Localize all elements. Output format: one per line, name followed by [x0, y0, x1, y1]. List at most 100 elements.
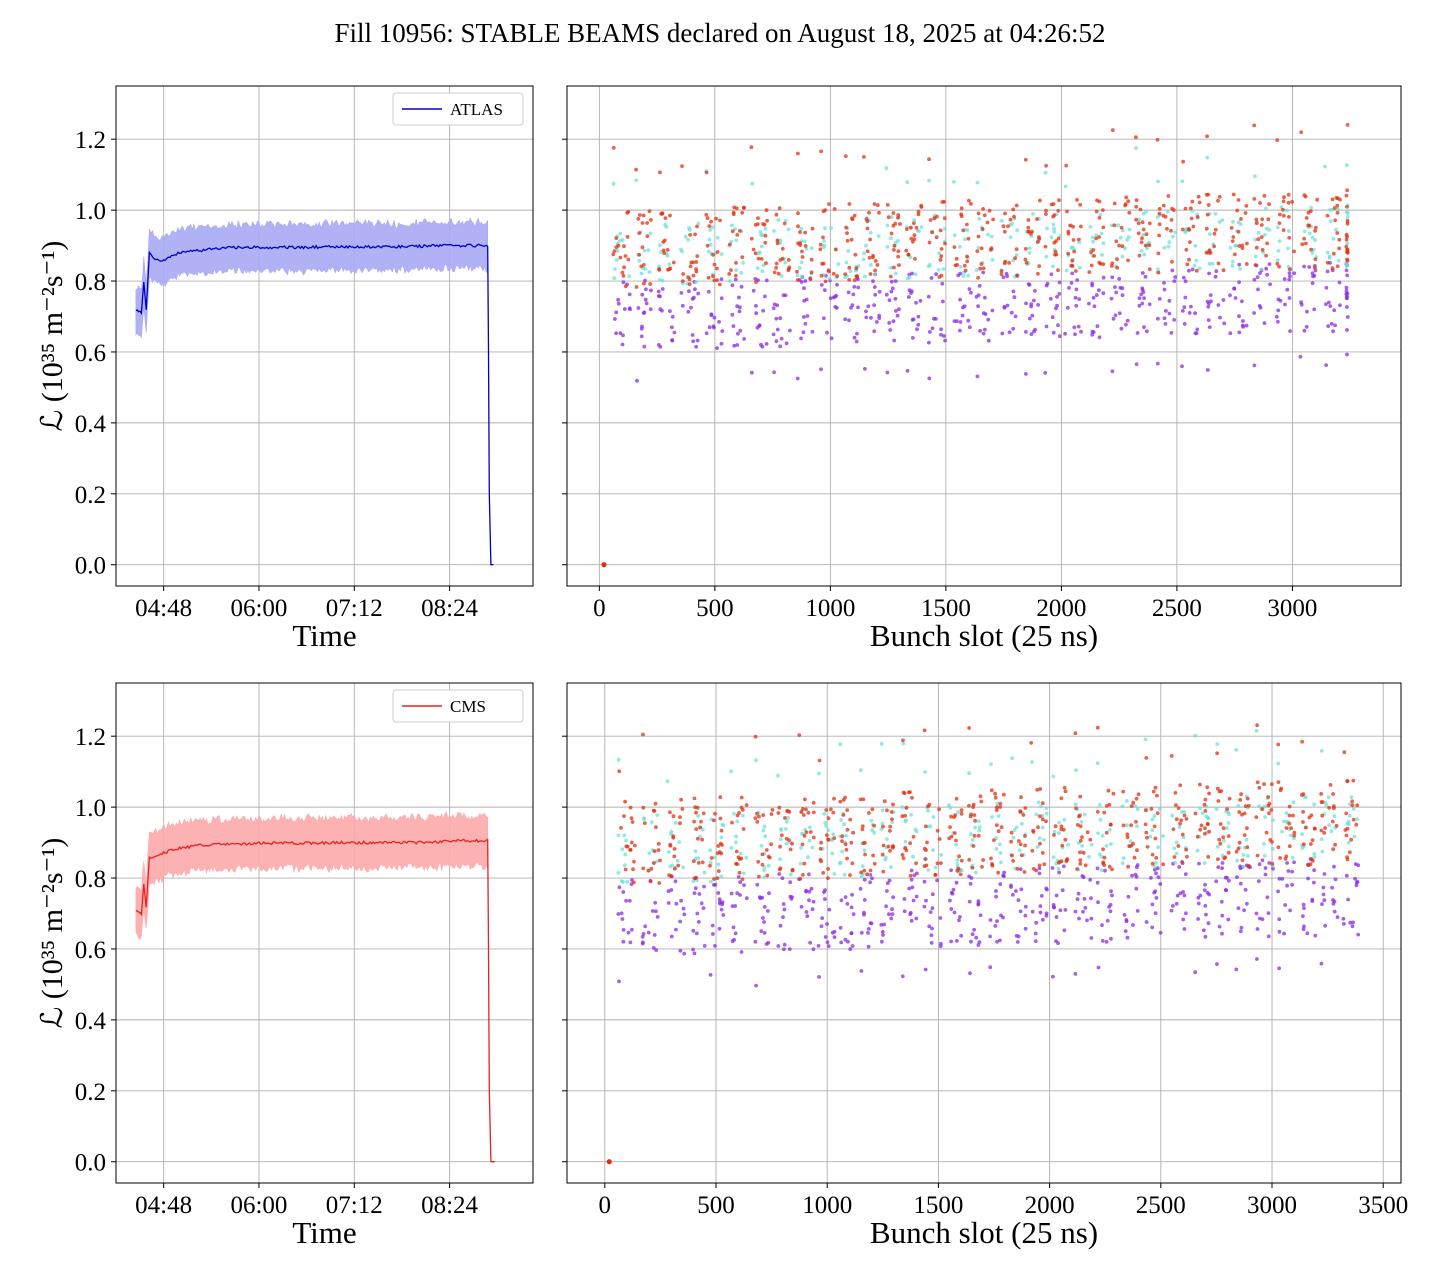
red-bunch-point [1195, 215, 1200, 219]
purple-bunch-point [869, 921, 874, 926]
red-bunch-point [803, 244, 808, 248]
purple-bunch-point [1266, 911, 1271, 915]
red-bunch-point [640, 221, 645, 225]
red-bunch-point [819, 273, 824, 278]
red-bunch-point [1147, 267, 1152, 272]
cyan-bunch-point [885, 837, 889, 841]
red-bunch-point [1044, 819, 1048, 824]
purple-bunch-point [880, 929, 885, 934]
red-bunch-point [904, 848, 909, 853]
purple-bunch-point [1113, 285, 1117, 289]
purple-bunch-point [1207, 301, 1211, 306]
x-tick-label: 1500 [921, 595, 971, 622]
purple-bunch-point [1240, 299, 1244, 304]
cyan-bunch-point [842, 872, 847, 877]
purple-bunch-point [764, 278, 769, 283]
red-bunch-point [757, 814, 761, 819]
purple-bunch-point [1079, 329, 1083, 334]
purple-bunch-point [1265, 272, 1269, 277]
red-bunch-point [1108, 822, 1113, 827]
red-bunch-point [1143, 822, 1148, 827]
red-bunch-point [1246, 863, 1251, 868]
purple-bunch-point [871, 279, 875, 283]
purple-bunch-point [1264, 266, 1269, 271]
red-bunch-point [1350, 799, 1355, 804]
purple-bunch-point [1171, 904, 1175, 908]
red-bunch-point [1068, 223, 1072, 228]
purple-bunch-point [1219, 899, 1224, 904]
red-bunch-point [1254, 815, 1259, 819]
red-bunch-point [886, 215, 891, 220]
red-bunch-point [990, 863, 995, 868]
red-bunch-point [1017, 839, 1021, 843]
red-outlier-point [843, 154, 848, 159]
red-outlier-point [1342, 750, 1347, 755]
cyan-bunch-point [734, 834, 738, 839]
purple-bunch-point [822, 890, 826, 894]
purple-bunch-point [805, 314, 810, 318]
red-bunch-point [718, 795, 723, 800]
purple-bunch-point [1181, 917, 1186, 922]
purple-bunch-point [668, 309, 672, 313]
purple-bunch-point [640, 941, 645, 946]
purple-bunch-point [1023, 904, 1028, 909]
purple-bunch-point [736, 875, 741, 879]
red-bunch-point [1154, 856, 1159, 860]
red-bunch-point [1136, 221, 1141, 226]
red-bunch-point [1278, 212, 1282, 217]
purple-bunch-point [882, 922, 886, 927]
red-bunch-point [654, 825, 658, 830]
cyan-outlier-point [1180, 179, 1185, 184]
purple-bunch-point [767, 891, 771, 896]
red-bunch-point [1187, 257, 1191, 262]
purple-bunch-point [654, 948, 659, 952]
purple-bunch-point [678, 948, 683, 953]
red-bunch-point [957, 854, 961, 859]
red-bunch-point [753, 251, 758, 256]
red-bunch-point [762, 222, 767, 227]
red-bunch-point [892, 248, 896, 252]
red-bunch-point [989, 788, 994, 793]
red-bunch-point [867, 811, 871, 815]
cyan-bunch-point [784, 827, 788, 831]
purple-bunch-point [670, 338, 674, 342]
cyan-outlier-point [1254, 728, 1259, 733]
purple-bunch-point [1073, 332, 1077, 337]
purple-bunch-point [1292, 860, 1296, 865]
cyan-bunch-point [1312, 852, 1317, 856]
cyan-bunch-point [643, 267, 647, 271]
x-tick-label: 04:48 [135, 595, 192, 622]
red-bunch-point [700, 837, 704, 842]
purple-bunch-point [1257, 916, 1262, 921]
cyan-bunch-point [1286, 229, 1291, 233]
cyan-bunch-point [759, 843, 764, 848]
purple-bunch-point [719, 277, 724, 281]
red-bunch-point [759, 257, 764, 261]
cyan-bunch-point [741, 260, 745, 265]
purple-bunch-point [866, 304, 871, 309]
y-tick-label: 1.0 [75, 795, 106, 822]
red-bunch-point [727, 272, 732, 276]
purple-bunch-point [699, 901, 704, 906]
red-bunch-point [630, 820, 635, 824]
purple-bunch-point [692, 951, 697, 956]
cyan-bunch-point [1127, 227, 1132, 232]
purple-bunch-point [1183, 872, 1188, 876]
cyan-bunch-point [973, 870, 978, 875]
cyan-outlier-point [905, 180, 910, 185]
red-bunch-point [730, 229, 735, 234]
purple-bunch-point [1134, 865, 1139, 870]
cyan-bunch-point [844, 260, 849, 265]
purple-bunch-point [1282, 931, 1286, 936]
purple-bunch-point [666, 889, 671, 894]
purple-bunch-point [1338, 303, 1342, 308]
purple-bunch-point [952, 910, 957, 915]
red-bunch-point [755, 820, 760, 824]
cyan-bunch-point [1236, 803, 1241, 808]
purple-bunch-point [616, 912, 621, 916]
purple-bunch-point [760, 344, 765, 349]
red-bunch-point [845, 808, 850, 812]
purple-bunch-point [978, 329, 982, 333]
cyan-bunch-point [1336, 258, 1341, 263]
red-bunch-point [928, 218, 933, 222]
